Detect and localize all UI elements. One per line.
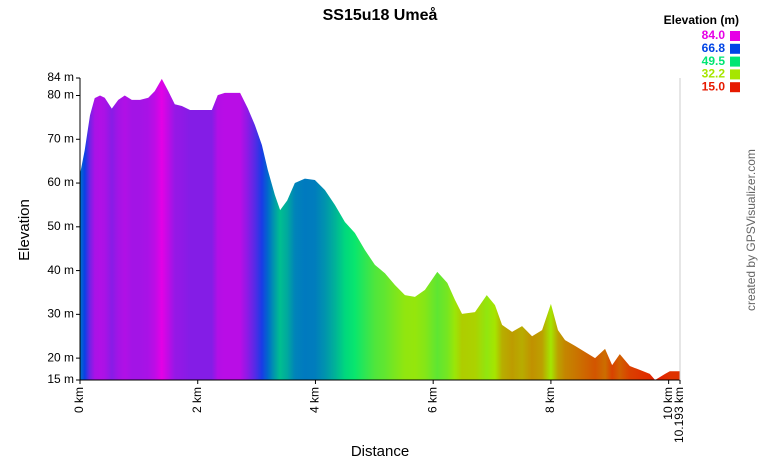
y-tick-label: 15 m [47,372,74,386]
y-tick-label: 40 m [47,263,74,277]
y-tick-label: 80 m [47,88,74,102]
x-tick-label: 8 km [543,387,557,413]
legend-swatch [730,82,740,93]
legend-label: 32.2 [702,67,726,81]
y-tick-label: 60 m [47,175,74,189]
x-tick-label: 10 km [661,387,675,420]
legend-title: Elevation (m) [664,13,739,27]
y-tick-label: 70 m [47,131,74,145]
x-axis-label: Distance [351,443,409,460]
elevation-area [80,78,680,380]
x-tick-label: 6 km [425,387,439,413]
legend-swatch [730,43,740,54]
x-tick-label: 0 km [72,387,86,413]
y-tick-label: 50 m [47,219,74,233]
y-tick-label: 20 m [47,350,74,364]
y-tick-label: 84 m [47,70,74,84]
credit: created by GPSVisualizer.com [744,149,758,311]
legend-swatch [730,69,740,80]
y-axis-label: Elevation [16,199,33,261]
y-tick-label: 30 m [47,307,74,321]
legend-label: 15.0 [702,79,726,93]
x-tick-label: 2 km [190,387,204,413]
legend-swatch [730,31,740,41]
legend-label: 49.5 [702,54,726,68]
legend-swatch [730,56,740,67]
x-tick-label: 4 km [308,387,322,413]
legend-label: 84.0 [702,28,726,42]
x-tick-label: 10.193 km [672,387,686,443]
chart-title: SS15u18 Umeå [323,6,438,24]
legend-label: 66.8 [702,41,726,55]
